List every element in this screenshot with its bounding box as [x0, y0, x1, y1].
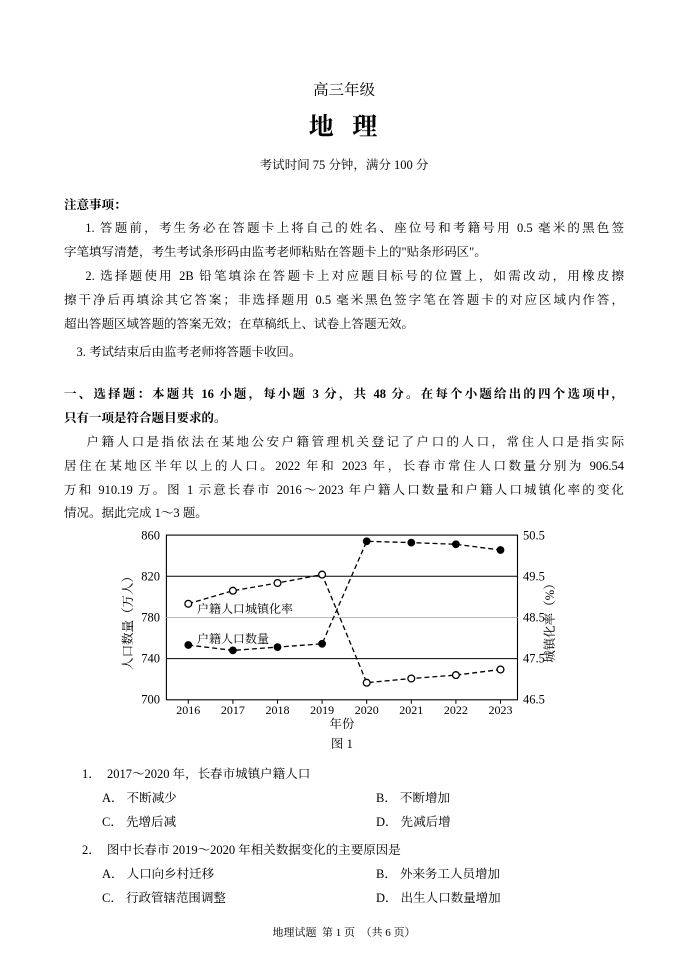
svg-text:年份: 年份: [329, 717, 355, 731]
svg-text:780: 780: [141, 611, 160, 625]
svg-text:740: 740: [141, 652, 160, 666]
svg-text:2021: 2021: [399, 703, 423, 717]
svg-text:48.5: 48.5: [523, 611, 545, 625]
svg-text:2018: 2018: [266, 703, 290, 717]
svg-text:820: 820: [141, 570, 160, 584]
svg-text:户籍人口数量: 户籍人口数量: [197, 632, 269, 646]
svg-text:人口数量（万人）: 人口数量（万人）: [121, 570, 135, 670]
svg-text:860: 860: [141, 529, 160, 543]
svg-text:2019: 2019: [310, 703, 334, 717]
svg-text:2017: 2017: [221, 703, 245, 717]
svg-text:2023: 2023: [489, 703, 513, 717]
svg-text:700: 700: [141, 693, 160, 707]
svg-text:49.5: 49.5: [523, 570, 545, 584]
svg-text:2020: 2020: [355, 703, 379, 717]
svg-text:2022: 2022: [444, 703, 468, 717]
svg-text:47.5: 47.5: [523, 652, 545, 666]
svg-text:图 1: 图 1: [331, 737, 353, 751]
svg-text:城镇化率（%）: 城镇化率（%）: [543, 577, 557, 662]
svg-text:50.5: 50.5: [523, 529, 545, 543]
svg-text:户籍人口城镇化率: 户籍人口城镇化率: [197, 602, 293, 616]
svg-text:2016: 2016: [176, 703, 200, 717]
svg-text:46.5: 46.5: [523, 693, 545, 707]
